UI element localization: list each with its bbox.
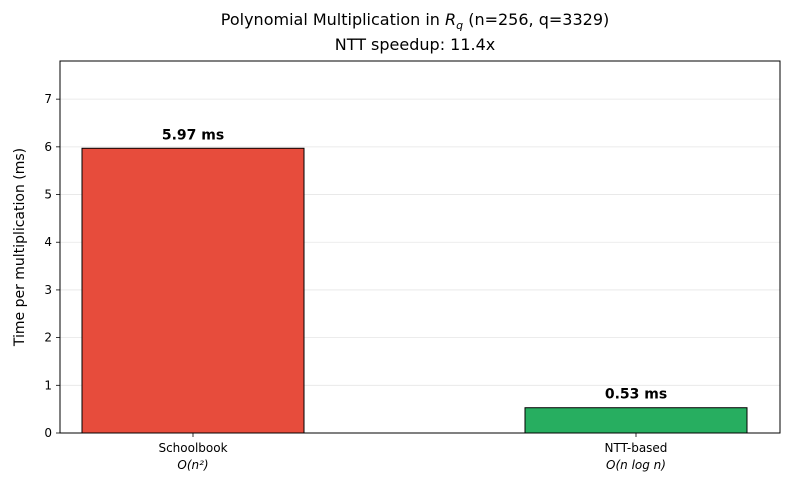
y-tick-label: 4 — [44, 235, 52, 249]
y-tick-label: 2 — [44, 331, 52, 345]
y-tick-label: 1 — [44, 378, 52, 392]
plot-frame — [59, 60, 781, 434]
labels-layer: 5.97 ms Schoolbook O(n²) 0.53 ms NTT-based O(… — [158, 127, 667, 472]
x-tick-label: NTT-based — [605, 441, 668, 455]
chart-title-group: Polynomial Multiplication in Rq (n=256, … — [221, 10, 609, 54]
bar-schoolbook — [81, 147, 305, 434]
chart-title-math: R — [445, 10, 456, 29]
x-tick-complexity-label: O(n log n) — [606, 458, 666, 472]
bar-value-label: 5.97 ms — [162, 127, 224, 143]
y-tick-label: 3 — [44, 283, 52, 297]
y-tick-label: 5 — [44, 188, 52, 202]
y-tick-label: 0 — [44, 426, 52, 440]
chart-title: Polynomial Multiplication in Rq (n=256, … — [221, 10, 609, 32]
bars-layer — [81, 147, 748, 434]
bar-ntt-based — [524, 407, 748, 434]
bar-value-label: 0.53 ms — [605, 387, 667, 403]
chart-title-prefix: Polynomial Multiplication in — [221, 10, 445, 29]
chart-subtitle: NTT speedup: 11.4x — [335, 35, 496, 54]
x-tick-label: Schoolbook — [158, 441, 227, 455]
x-tick-complexity-label: O(n²) — [177, 458, 208, 472]
y-ticks-layer: 0 1 2 3 4 5 6 7 — [44, 92, 60, 440]
chart-title-suffix: (n=256, q=3329) — [463, 10, 609, 29]
y-tick-label: 7 — [44, 92, 52, 106]
chart-title-math-sub: q — [456, 19, 463, 32]
y-axis-label: Time per multiplication (ms) — [12, 148, 28, 347]
y-tick-label: 6 — [44, 140, 52, 154]
